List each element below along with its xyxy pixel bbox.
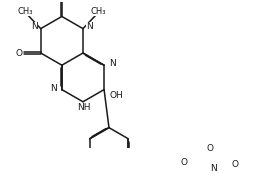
Text: O: O <box>207 144 214 153</box>
Text: NH: NH <box>77 103 91 112</box>
Text: O: O <box>181 158 188 167</box>
Text: CH₃: CH₃ <box>90 7 106 16</box>
Text: N: N <box>31 22 38 31</box>
Text: N: N <box>210 164 217 173</box>
Text: O: O <box>231 160 238 169</box>
Text: N: N <box>109 59 115 68</box>
Text: CH₃: CH₃ <box>18 7 33 16</box>
Text: N: N <box>86 22 93 31</box>
Text: O: O <box>16 49 23 57</box>
Text: OH: OH <box>109 91 123 100</box>
Text: N: N <box>50 84 57 93</box>
